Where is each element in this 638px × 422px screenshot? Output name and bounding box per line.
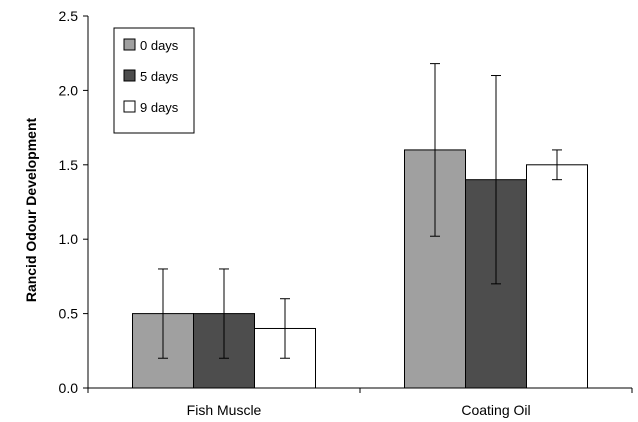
y-tick-label: 2.5 [59, 8, 79, 24]
legend: 0 days 5 days 9 days [113, 27, 195, 134]
plot-area: 0.0 0.5 1.0 1.5 2.0 2.5 Fish Muscle Coating Oil [59, 8, 633, 418]
x-category-label: Fish Muscle [187, 402, 262, 418]
y-axis-title: Rancid Odour Development [23, 117, 39, 302]
bar [526, 164, 588, 389]
y-tick-label: 0.5 [59, 306, 79, 322]
y-tick-label: 2.0 [59, 82, 79, 98]
y-tick-label: 1.5 [59, 157, 79, 173]
legend-label: 5 days [140, 69, 179, 84]
legend-label: 0 days [140, 38, 179, 53]
y-tick-label: 0.0 [59, 380, 79, 396]
y-tick-label: 1.0 [59, 231, 79, 247]
legend-label: 9 days [140, 100, 179, 115]
x-category-label: Coating Oil [461, 402, 530, 418]
legend-swatch [123, 69, 136, 82]
legend-swatch [123, 100, 136, 113]
legend-swatch [123, 38, 136, 51]
